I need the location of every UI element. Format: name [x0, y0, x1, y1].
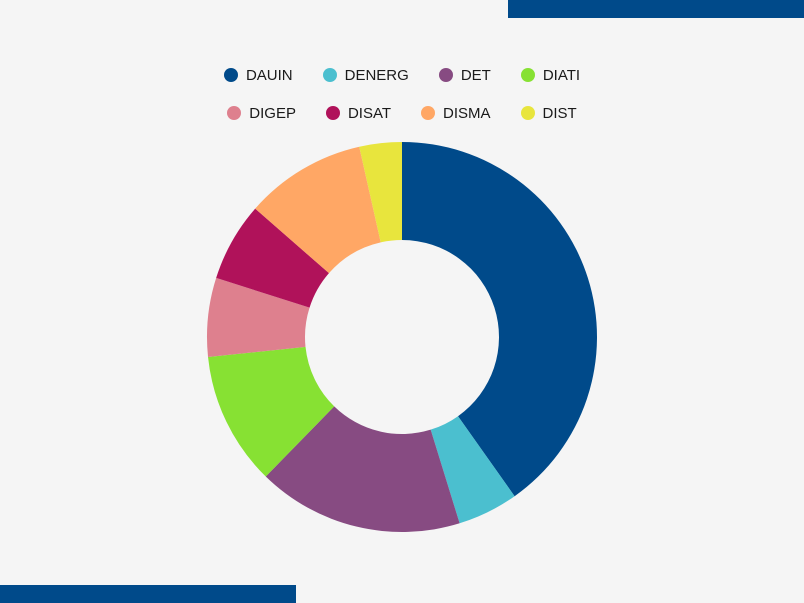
- chart-legend: DAUIN DENERG DET DIATI DIGEP DISAT DISMA DIST: [0, 62, 804, 138]
- legend-label: DIATI: [542, 66, 581, 84]
- legend-label: DIGEP: [249, 104, 296, 122]
- legend-swatch: [325, 106, 340, 120]
- legend-label: DENERG: [344, 66, 409, 84]
- legend-swatch: [421, 106, 436, 120]
- legend-item-dauin[interactable]: DAUIN: [223, 62, 293, 88]
- legend-row: DAUIN DENERG DET DIATI: [0, 62, 804, 88]
- legend-label: DISAT: [347, 104, 392, 122]
- decorative-bar-bottom: [0, 585, 296, 603]
- legend-label: DAUIN: [245, 66, 293, 84]
- donut-slice-dauin[interactable]: [402, 142, 597, 497]
- legend-item-disat[interactable]: DISAT: [325, 100, 392, 126]
- donut-slice-disma[interactable]: [255, 146, 381, 274]
- legend-swatch: [322, 68, 337, 82]
- legend-item-dist[interactable]: DIST: [520, 100, 577, 126]
- legend-swatch: [520, 68, 535, 82]
- legend-swatch: [227, 106, 242, 120]
- donut-slice-digep[interactable]: [207, 277, 310, 357]
- legend-item-diati[interactable]: DIATI: [520, 62, 581, 88]
- donut-slice-diati[interactable]: [208, 346, 335, 477]
- legend-item-digep[interactable]: DIGEP: [227, 100, 296, 126]
- legend-item-denerg[interactable]: DENERG: [322, 62, 409, 88]
- decorative-bar-top: [508, 0, 804, 18]
- donut-slice-det[interactable]: [265, 406, 460, 532]
- legend-item-disma[interactable]: DISMA: [421, 100, 491, 126]
- legend-label: DISMA: [443, 104, 491, 122]
- legend-swatch: [223, 68, 238, 82]
- legend-item-det[interactable]: DET: [438, 62, 491, 88]
- donut-slice-denerg[interactable]: [430, 416, 515, 524]
- legend-swatch: [438, 68, 453, 82]
- legend-swatch: [520, 106, 535, 120]
- legend-row: DIGEP DISAT DISMA DIST: [0, 100, 804, 126]
- donut-slice-disat[interactable]: [216, 208, 329, 308]
- legend-label: DET: [460, 66, 491, 84]
- donut-slice-dist[interactable]: [359, 142, 402, 243]
- legend-label: DIST: [542, 104, 577, 122]
